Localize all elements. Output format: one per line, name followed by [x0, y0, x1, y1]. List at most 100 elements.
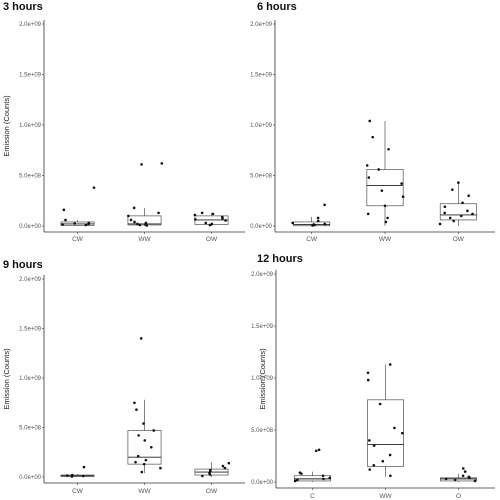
data-point	[451, 188, 454, 191]
data-point	[142, 462, 146, 466]
data-point	[139, 337, 143, 340]
y-tick-label: 1.5e+09	[251, 324, 274, 330]
data-point	[323, 222, 327, 226]
panel-6-hours: 6 hours 0.0e+00 5.0e+08 1.0e+09 1.5e+09 2.0e+…	[250, 1, 495, 243]
x-tick-label: WW	[379, 493, 392, 500]
data-point	[401, 431, 404, 435]
data-point	[461, 467, 465, 470]
data-point	[221, 464, 225, 468]
data-point	[64, 218, 67, 222]
data-point	[201, 474, 204, 478]
y-axis-label: Emission (Counts)	[2, 95, 11, 157]
data-point	[221, 217, 224, 220]
data-point	[149, 446, 153, 449]
data-point	[443, 211, 446, 215]
data-point	[296, 478, 299, 482]
data-point	[133, 220, 136, 224]
data-point	[463, 470, 467, 473]
y-tick-label: 5.0e+08	[19, 426, 42, 432]
data-point	[140, 163, 143, 166]
panel-title: 6 hours	[257, 1, 297, 13]
data-point	[383, 204, 387, 208]
data-point	[142, 422, 145, 425]
y-tick-label: 1.0e+09	[19, 123, 42, 129]
x-tick-label: O	[456, 493, 461, 500]
data-point	[127, 214, 130, 218]
data-point	[200, 211, 204, 215]
data-point	[293, 479, 297, 483]
box	[294, 475, 331, 482]
data-point	[401, 195, 405, 199]
data-point	[380, 189, 384, 192]
data-point	[367, 176, 371, 179]
data-point	[134, 460, 137, 464]
data-point	[316, 216, 320, 220]
data-point	[223, 466, 227, 470]
y-tick-label: 0.0e+00	[19, 224, 42, 230]
data-point	[388, 363, 392, 366]
x-tick-label: WW	[379, 236, 392, 243]
y-tick-label: 2.0e+09	[250, 22, 273, 28]
data-point	[193, 218, 197, 221]
data-point	[387, 147, 390, 151]
data-point	[400, 182, 403, 185]
data-point	[87, 222, 90, 226]
y-tick-label: 0.0e+00	[251, 480, 274, 486]
data-point	[224, 219, 227, 222]
data-point	[393, 426, 396, 430]
data-point	[135, 408, 138, 411]
data-point	[322, 477, 325, 481]
data-point	[377, 168, 380, 171]
box	[127, 430, 162, 465]
y-axis-label: Emission (Counts)	[2, 348, 11, 410]
y-tick-label: 1.5e+09	[19, 327, 42, 333]
data-point	[82, 465, 86, 469]
data-point	[298, 471, 302, 474]
data-point	[372, 444, 376, 447]
data-point	[389, 474, 392, 478]
data-point	[144, 223, 147, 226]
panel-12-hours: 12 hours Emission (Counts) 0.0e+00 5.0e+08 1…	[251, 253, 495, 500]
data-point	[140, 470, 144, 474]
y-tick-label: 1.0e+09	[19, 376, 42, 382]
data-point	[386, 216, 389, 220]
y-tick-label: 2.0e+09	[19, 277, 42, 283]
data-point	[471, 212, 474, 216]
data-point	[328, 476, 332, 480]
data-point	[138, 223, 142, 227]
data-point	[371, 135, 375, 139]
data-point	[443, 205, 447, 209]
data-point	[136, 454, 140, 458]
data-point	[317, 448, 321, 452]
box	[366, 169, 404, 207]
data-point	[210, 222, 214, 226]
data-point	[438, 222, 442, 226]
data-point	[61, 223, 64, 226]
data-point	[312, 223, 316, 226]
data-point	[323, 203, 326, 207]
data-point	[444, 477, 448, 481]
data-point	[227, 461, 231, 465]
data-point	[204, 221, 208, 225]
data-point	[381, 459, 385, 463]
data-point	[132, 206, 136, 210]
y-tick-label: 1.0e+09	[250, 123, 273, 129]
data-point	[73, 222, 77, 225]
data-point	[209, 468, 212, 472]
data-point	[62, 208, 66, 212]
data-point	[81, 474, 85, 478]
data-point	[291, 221, 295, 225]
data-point	[448, 216, 452, 220]
x-tick-label: CW	[306, 236, 318, 243]
data-point	[378, 402, 382, 406]
x-tick-label: C	[310, 493, 315, 500]
y-tick-label: 2.0e+09	[251, 272, 274, 278]
data-point	[129, 218, 133, 222]
data-point	[137, 434, 140, 437]
data-point	[152, 429, 156, 432]
data-point	[457, 181, 460, 184]
data-point	[366, 371, 370, 375]
data-point	[466, 209, 469, 213]
panel-title: 9 hours	[3, 259, 43, 271]
